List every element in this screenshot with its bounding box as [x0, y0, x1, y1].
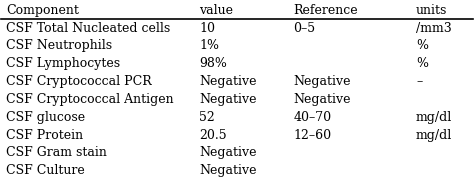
Text: 10: 10 [199, 22, 215, 35]
Text: CSF Cryptococcal Antigen: CSF Cryptococcal Antigen [6, 93, 174, 106]
Text: Negative: Negative [199, 93, 257, 106]
Text: 40–70: 40–70 [293, 111, 332, 124]
Text: 0–5: 0–5 [293, 22, 316, 35]
Text: –: – [416, 75, 422, 88]
Text: CSF Culture: CSF Culture [6, 164, 85, 177]
Text: /mm3: /mm3 [416, 22, 452, 35]
Text: CSF glucose: CSF glucose [6, 111, 85, 124]
Text: mg/dl: mg/dl [416, 129, 452, 142]
Text: CSF Total Nucleated cells: CSF Total Nucleated cells [6, 22, 170, 35]
Text: Negative: Negative [199, 75, 257, 88]
Text: Negative: Negative [293, 93, 351, 106]
Text: value: value [199, 4, 233, 17]
Text: CSF Neutrophils: CSF Neutrophils [6, 39, 112, 52]
Text: CSF Protein: CSF Protein [6, 129, 83, 142]
Text: Negative: Negative [293, 75, 351, 88]
Text: mg/dl: mg/dl [416, 111, 452, 124]
Text: CSF Lymphocytes: CSF Lymphocytes [6, 57, 120, 70]
Text: 12–60: 12–60 [293, 129, 332, 142]
Text: 98%: 98% [199, 57, 227, 70]
Text: 20.5: 20.5 [199, 129, 227, 142]
Text: Reference: Reference [293, 4, 358, 17]
Text: Component: Component [6, 4, 79, 17]
Text: 1%: 1% [199, 39, 219, 52]
Text: CSF Cryptococcal PCR: CSF Cryptococcal PCR [6, 75, 152, 88]
Text: units: units [416, 4, 447, 17]
Text: Negative: Negative [199, 146, 257, 159]
Text: Negative: Negative [199, 164, 257, 177]
Text: %: % [416, 57, 428, 70]
Text: CSF Gram stain: CSF Gram stain [6, 146, 107, 159]
Text: %: % [416, 39, 428, 52]
Text: 52: 52 [199, 111, 215, 124]
